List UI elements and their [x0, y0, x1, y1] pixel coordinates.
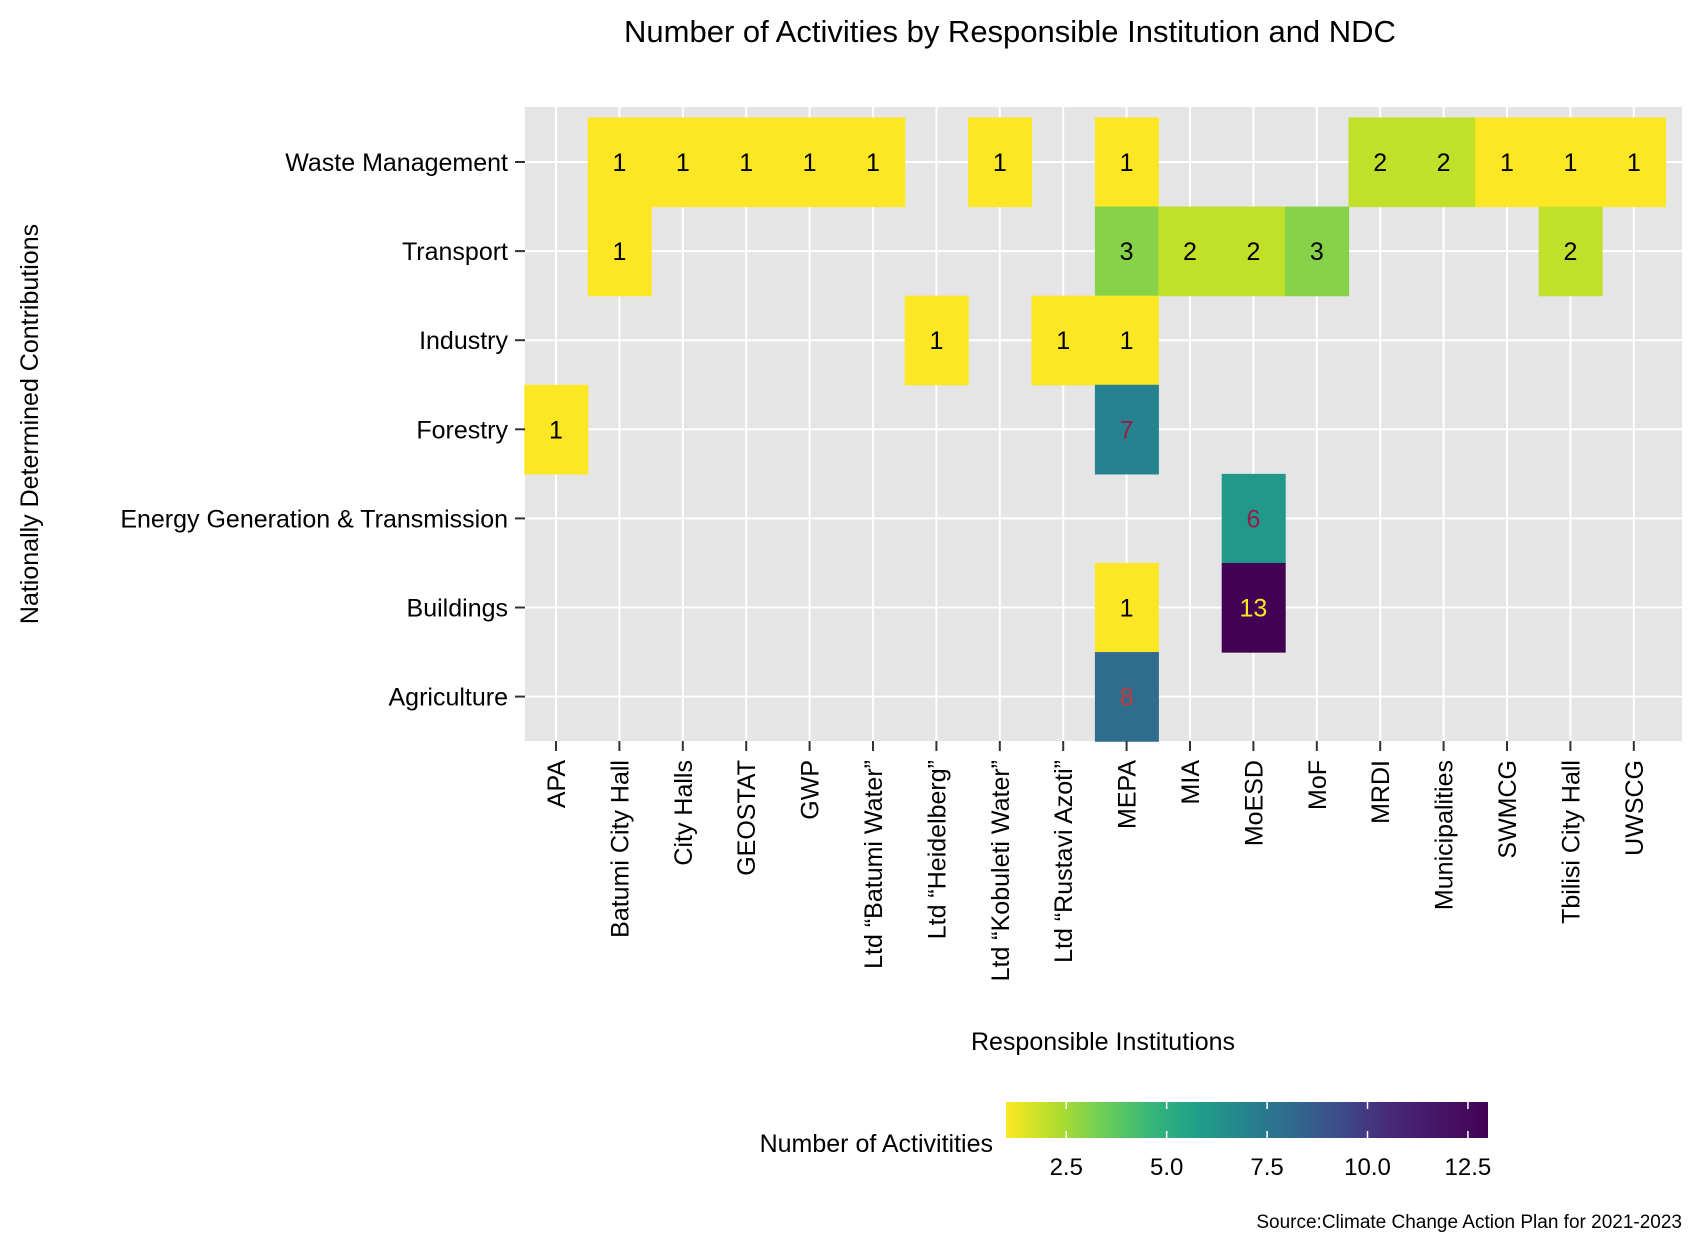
colorbar-tick-label: 10.0: [1344, 1154, 1391, 1181]
colorbar-ticks: 2.5 5.0 7.5 10.0 12.5: [1050, 1102, 1492, 1181]
heatmap-cell: [1094, 652, 1159, 742]
heatmap-cell: [1221, 473, 1286, 564]
y-tick-label: Agriculture: [389, 684, 509, 712]
heatmap-cell: [1602, 117, 1667, 208]
cell-value-label: 13: [1239, 595, 1267, 623]
heatmap-cell: [1094, 206, 1159, 297]
heatmap-cell: [1538, 117, 1603, 208]
heatmap-cell: [777, 117, 842, 208]
x-tick-label: MoF: [1304, 760, 1332, 810]
heatmap-cell: [1031, 295, 1096, 386]
heatmap-cell: [968, 117, 1033, 208]
cell-value-label: 6: [1246, 505, 1260, 533]
cell-value-label: 1: [612, 149, 626, 177]
cell-value-label: 1: [1120, 149, 1134, 177]
heatmap-cell: [841, 117, 906, 208]
colorbar-legend: Number of Activitities 2.5 5.0 7.5 10.0 12.5: [760, 1102, 1492, 1181]
cell-value-label: 1: [549, 416, 563, 444]
cell-value-label: 3: [1310, 238, 1324, 266]
x-tick-label: GWP: [797, 760, 825, 820]
y-tick-label: Transport: [402, 238, 508, 266]
heatmap-cells: [524, 117, 1667, 742]
heatmap-cell: [1475, 117, 1540, 208]
heatmap-cell: [1538, 206, 1603, 297]
cell-value-label: 1: [1120, 595, 1134, 623]
heatmap-cell: [1158, 206, 1223, 297]
cell-value-label: 1: [1563, 149, 1577, 177]
x-tick-label: SWMCG: [1494, 760, 1522, 859]
source-caption: Source:Climate Change Action Plan for 20…: [1256, 1212, 1682, 1233]
cell-value-label: 8: [1120, 684, 1134, 712]
colorbar-title: Number of Activitities: [760, 1130, 993, 1158]
y-tick-label: Buildings: [407, 595, 508, 623]
heatmap-cell: [1221, 562, 1286, 653]
heatmap-cell: [524, 384, 589, 475]
cell-value-label: 2: [1437, 149, 1451, 177]
cell-value-label: 1: [803, 149, 817, 177]
x-tick-label: Tbilisi City Hall: [1557, 760, 1585, 924]
x-tick-label: Ltd “Kobuleti Water”: [987, 760, 1015, 981]
heatmap-cell: [1411, 117, 1476, 208]
heatmap-cell: [1094, 117, 1159, 208]
x-tick-label: UWSCG: [1621, 760, 1649, 856]
heatmap-cell: [587, 117, 652, 208]
cell-value-label: 2: [1183, 238, 1197, 266]
x-tick-label: MRDI: [1367, 760, 1395, 824]
y-tick-label: Energy Generation & Transmission: [120, 505, 508, 533]
colorbar-tick-label: 5.0: [1150, 1154, 1183, 1181]
heatmap-cell: [651, 117, 716, 208]
x-tick-label: Ltd “Heidelberg”: [923, 760, 951, 939]
cell-value-label: 1: [676, 149, 690, 177]
x-tick-label: MoESD: [1240, 760, 1268, 846]
x-tick-label: APA: [543, 760, 571, 808]
cell-value-label: 3: [1120, 238, 1134, 266]
cell-value-label: 1: [612, 238, 626, 266]
heatmap-cell: [1348, 117, 1413, 208]
heatmap-cell: [904, 295, 969, 386]
x-tick-label: Ltd “Rustavi Azoti”: [1050, 760, 1078, 963]
x-tick-label: Municipalities: [1431, 760, 1459, 910]
x-tick-label: MIA: [1177, 760, 1205, 805]
cell-value-label: 1: [1120, 327, 1134, 355]
y-axis-title: Nationally Determined Contributions: [16, 224, 44, 624]
x-tick-label: MEPA: [1114, 760, 1142, 829]
y-tick-label: Industry: [419, 327, 508, 355]
heatmap-cell: [1094, 384, 1159, 475]
colorbar-tick-label: 7.5: [1250, 1154, 1283, 1181]
y-tick-label: Forestry: [416, 416, 508, 444]
x-tick-label: Ltd “Batumi Water”: [860, 760, 888, 969]
cell-value-label: 7: [1120, 416, 1134, 444]
cell-labels: 1 1 1 1 1 1 1 2 2 1 1 11 3 2 2 3 21 1 11 761 138: [549, 149, 1641, 712]
cell-value-label: 1: [929, 327, 943, 355]
cell-value-label: 1: [993, 149, 1007, 177]
cell-value-label: 1: [1500, 149, 1514, 177]
heatmap-cell: [714, 117, 779, 208]
cell-value-label: 1: [1056, 327, 1070, 355]
x-tick-label: Batumi City Hall: [606, 760, 634, 938]
x-tick-label: GEOSTAT: [733, 760, 761, 876]
heatmap-cell: [1094, 295, 1159, 386]
cell-value-label: 2: [1246, 238, 1260, 266]
colorbar-gradient: [1006, 1102, 1488, 1138]
x-axis-title: Responsible Institutions: [971, 1028, 1235, 1056]
colorbar-tick-label: 2.5: [1050, 1154, 1083, 1181]
chart-title: Number of Activities by Responsible Inst…: [624, 14, 1396, 49]
cell-value-label: 1: [866, 149, 880, 177]
heatmap-cell: [1094, 562, 1159, 653]
colorbar-tick-label: 12.5: [1445, 1154, 1492, 1181]
heatmap-cell: [1285, 206, 1350, 297]
y-axis: Waste Management Transport Industry Forestr…: [120, 149, 525, 712]
cell-value-label: 2: [1563, 238, 1577, 266]
x-axis: APA Batumi City Hall City Halls GEOSTAT GWP L…: [543, 741, 1649, 981]
y-tick-label: Waste Management: [285, 149, 508, 177]
heatmap-cell: [1221, 206, 1286, 297]
x-tick-label: City Halls: [670, 760, 698, 866]
cell-value-label: 1: [1627, 149, 1641, 177]
cell-value-label: 1: [739, 149, 753, 177]
heatmap-cell: [587, 206, 652, 297]
cell-value-label: 2: [1373, 149, 1387, 177]
